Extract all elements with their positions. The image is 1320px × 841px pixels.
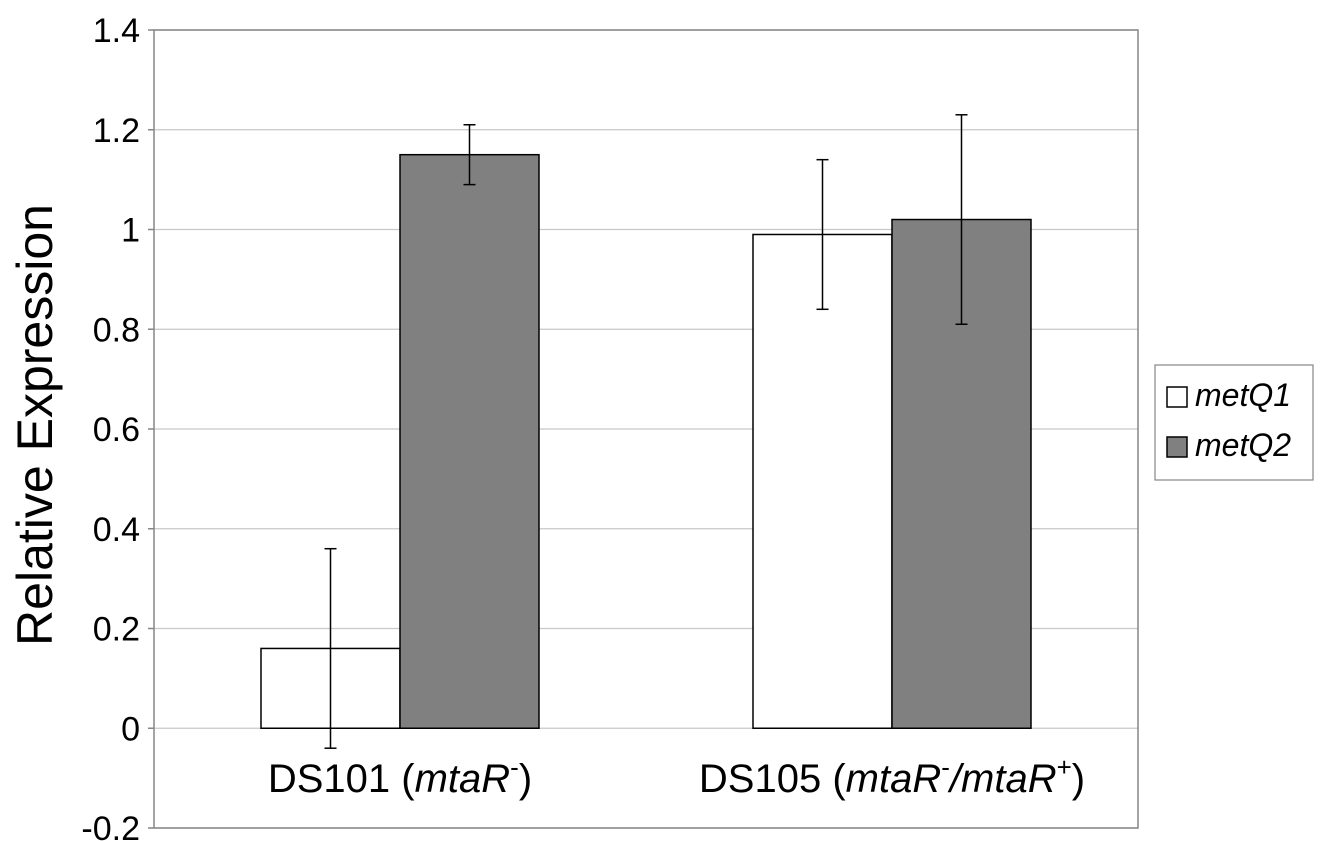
y-tick-label: -0.2 bbox=[81, 810, 140, 841]
y-axis-title: Relative Expression bbox=[7, 204, 63, 646]
label-sup2: + bbox=[1057, 752, 1072, 782]
y-tick-label: 0.8 bbox=[93, 311, 140, 349]
label-open: ( bbox=[390, 757, 415, 801]
y-tick-label: 1.4 bbox=[93, 12, 140, 50]
label-sep: / bbox=[947, 757, 965, 801]
y-tick-label: 0.6 bbox=[93, 411, 140, 449]
bars bbox=[260, 153, 1032, 730]
label-open: ( bbox=[821, 757, 846, 801]
label-sup1: - bbox=[941, 752, 950, 782]
label-name: DS101 bbox=[268, 757, 390, 801]
y-tick-label: 1.2 bbox=[93, 112, 140, 150]
label-name: DS105 bbox=[699, 757, 821, 801]
label-gene1: mtaR bbox=[846, 757, 942, 801]
legend: metQ1 metQ2 bbox=[1154, 364, 1314, 481]
label-close: ) bbox=[1072, 757, 1085, 801]
x-tick-label-DS101: DS101 (mtaR-) bbox=[268, 752, 532, 801]
label-gene1: mtaR bbox=[415, 757, 511, 801]
y-axis: 1.4 1.2 1 0.8 0.6 0.4 0.2 0 -0.2 bbox=[81, 12, 154, 841]
y-tick-label: 1 bbox=[121, 212, 140, 250]
legend-box bbox=[1154, 364, 1314, 481]
y-tick-label: 0 bbox=[121, 710, 140, 748]
error-bar-metQ2-DS101 bbox=[463, 124, 476, 186]
y-tick-label: 0.4 bbox=[93, 511, 140, 549]
error-bars bbox=[324, 114, 968, 749]
label-gene2: mtaR bbox=[961, 757, 1057, 801]
legend-label-metQ1: metQ1 bbox=[1195, 377, 1291, 413]
bar-metQ1-DS105 bbox=[752, 233, 893, 730]
legend-swatch-metQ2 bbox=[1166, 436, 1188, 458]
error-bar-metQ2-DS105 bbox=[955, 114, 968, 326]
bar-metQ2-DS101 bbox=[399, 153, 540, 729]
legend-label-metQ2: metQ2 bbox=[1195, 427, 1291, 463]
label-sup1: - bbox=[510, 752, 519, 782]
error-bar-metQ1-DS101 bbox=[324, 547, 337, 749]
x-axis-labels: DS101 (mtaR-) DS105 (mtaR-/mtaR+) bbox=[268, 752, 1085, 801]
y-tick-label: 0.2 bbox=[93, 611, 140, 649]
error-bar-metQ1-DS105 bbox=[816, 158, 829, 311]
x-tick-label-DS105: DS105 (mtaR-/mtaR+) bbox=[699, 752, 1085, 801]
label-close: ) bbox=[519, 757, 532, 801]
legend-swatch-metQ1 bbox=[1166, 386, 1188, 408]
